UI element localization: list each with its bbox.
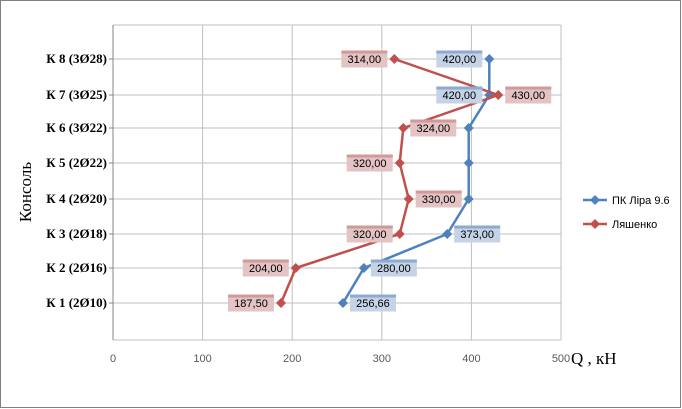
data-label-box-2 [346, 225, 393, 243]
series-point-1 [337, 298, 348, 308]
data-labels: 256,66 280,00 373,00 420,00 420,00 187,50 204,… [228, 50, 552, 312]
y-tick-label: К 3 (2Ø18) [46, 226, 107, 241]
series-point-1 [484, 54, 495, 64]
y-tick-label: К 2 (2Ø16) [46, 260, 107, 275]
y-tick-label: К 4 (2Ø20) [46, 191, 107, 206]
data-label-box-2 [341, 50, 388, 68]
series-point-2 [394, 158, 405, 168]
x-tick-label: 200 [283, 353, 301, 365]
data-label-edge-2 [341, 50, 388, 54]
data-label: 256,66 [356, 298, 390, 310]
series-point-1 [442, 229, 453, 239]
series-point-1 [358, 263, 369, 273]
data-label: 280,00 [377, 263, 411, 275]
data-label-box-1 [349, 294, 396, 312]
data-label-edge-2 [415, 190, 462, 194]
series-point-2 [403, 194, 414, 204]
data-label-edge-1 [436, 50, 483, 54]
legend: ПК Ліра 9.6 Ляшенко [583, 195, 670, 231]
data-label: 314,00 [348, 54, 382, 66]
y-axis-title: Консоль [16, 162, 35, 222]
x-axis-title: Q , кН [571, 349, 617, 368]
series-point-2 [398, 123, 409, 133]
y-tick-label: К 7 (3Ø25) [46, 87, 107, 102]
data-label-edge-1 [454, 225, 501, 229]
x-tick-label: 400 [462, 353, 480, 365]
data-label-edge-2 [410, 119, 457, 123]
x-tick-label: 300 [373, 353, 391, 365]
data-label: 373,00 [460, 229, 494, 241]
x-tick-label: 100 [193, 353, 211, 365]
data-label-box-1 [436, 50, 483, 68]
series-point-1 [463, 194, 474, 204]
data-label-box-2 [410, 119, 457, 137]
series-line-2 [279, 57, 500, 304]
data-label-box-2 [242, 259, 289, 277]
plot-area [113, 25, 561, 340]
data-label: 187,50 [234, 298, 268, 310]
data-label-edge-2 [346, 225, 393, 229]
series-point-2 [290, 263, 301, 273]
data-label: 420,00 [442, 54, 476, 66]
data-label: 430,00 [511, 90, 545, 102]
x-axis-ticks: 0 100 200 300 400 500 [110, 353, 570, 365]
data-label-box-1 [436, 86, 483, 104]
data-label: 330,00 [422, 194, 456, 206]
x-tick-label: 500 [552, 353, 570, 365]
data-label-edge-2 [505, 86, 552, 90]
series-point-2 [389, 54, 400, 64]
y-tick-label: К 8 (3Ø28) [46, 51, 107, 66]
legend-label: Ляшенко [612, 219, 657, 231]
data-label-edge-1 [436, 86, 483, 90]
data-label-edge-1 [370, 259, 417, 263]
series-point-2 [276, 298, 286, 308]
data-label: 204,00 [249, 263, 283, 275]
data-label: 420,00 [442, 90, 476, 102]
legend-marker-2 [590, 219, 600, 229]
series-point-1 [463, 123, 474, 133]
y-axis-ticks: К 1 (2Ø10) К 2 (2Ø16) К 3 (2Ø18) К 4 (2Ø20)… [46, 51, 113, 310]
data-label: 324,00 [416, 123, 450, 135]
legend-marker-1 [590, 195, 600, 205]
x-tick-label: 0 [110, 353, 116, 365]
data-label-box-2 [415, 190, 462, 208]
data-label: 320,00 [353, 229, 387, 241]
y-tick-label: К 5 (2Ø22) [46, 155, 107, 170]
y-tick-label: К 1 (2Ø10) [46, 295, 107, 310]
data-label-box-1 [370, 259, 417, 277]
series-point-2 [493, 90, 504, 100]
data-label: 320,00 [353, 158, 387, 170]
series-point-2 [394, 229, 405, 239]
data-label-box-2 [346, 154, 393, 172]
data-label-edge-2 [228, 294, 274, 298]
data-label-edge-2 [242, 259, 289, 263]
data-label-box-1 [454, 225, 501, 243]
data-label-box-2 [505, 86, 552, 104]
series-point-1 [463, 158, 474, 168]
data-label-box-2 [228, 294, 274, 312]
legend-label: ПК Ліра 9.6 [612, 195, 670, 207]
y-tick-label: К 6 (3Ø22) [46, 120, 107, 135]
grid-lines [112, 24, 562, 341]
data-label-edge-2 [346, 154, 393, 158]
data-label-edge-1 [349, 294, 396, 298]
